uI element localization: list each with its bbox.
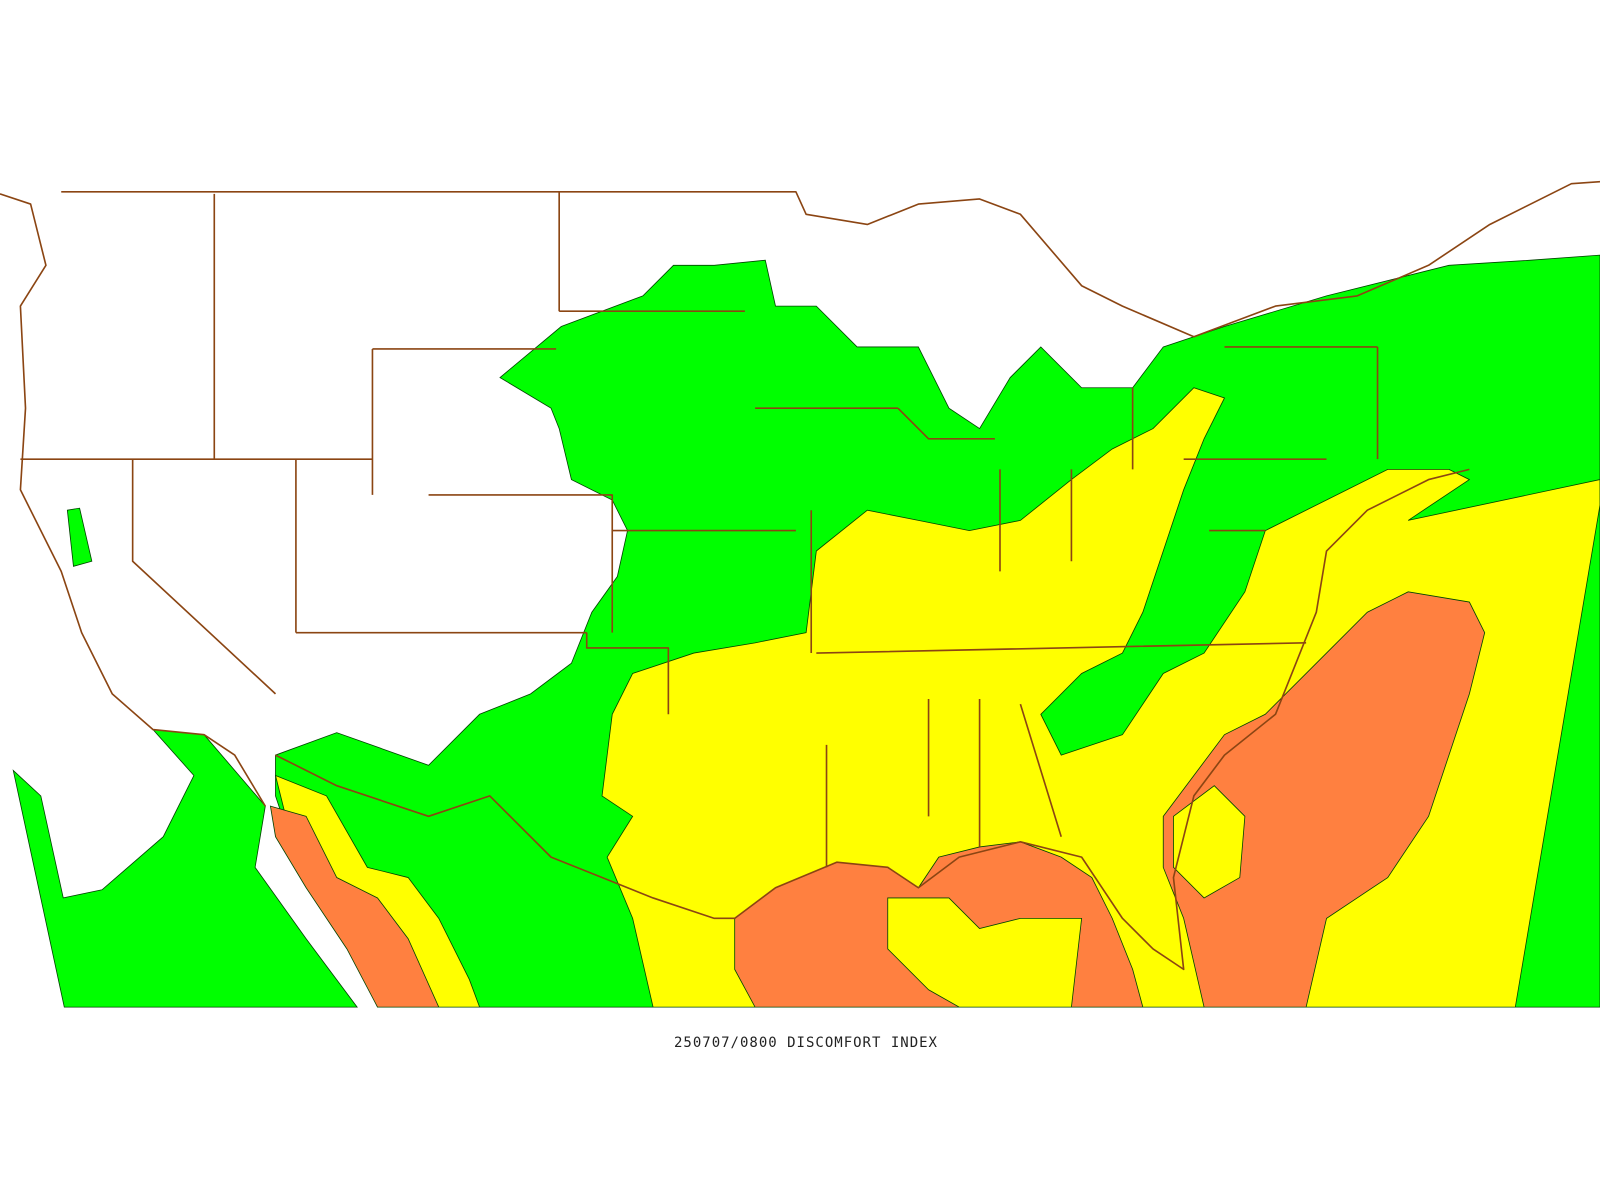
contour-fills xyxy=(12,254,1600,1008)
borders xyxy=(0,180,1600,971)
zone-green xyxy=(66,507,93,567)
zone-yellow xyxy=(887,897,1083,1008)
map-layers xyxy=(0,180,1600,1008)
map-caption: 250707/0800 DISCOMFORT INDEX xyxy=(674,1035,938,1051)
zone-orange xyxy=(1162,591,1486,1008)
zone-yellow xyxy=(1173,785,1246,899)
zone-orange xyxy=(269,805,440,1008)
